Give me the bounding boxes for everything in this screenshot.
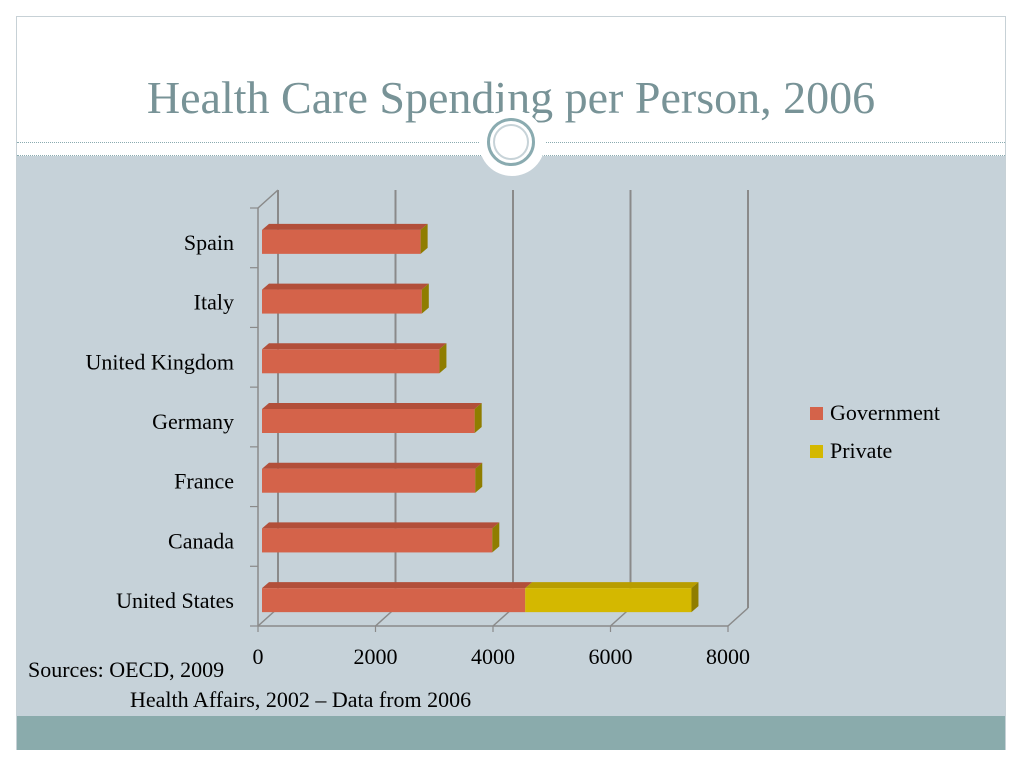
bar-end-cap-italy	[421, 283, 429, 314]
bar-end-cap-canada	[492, 522, 500, 553]
bar-top-government-united-states	[262, 582, 533, 589]
bar-end-cap-germany	[474, 403, 482, 433]
bar-top-government-canada	[262, 522, 500, 529]
bar-end-cap-spain	[420, 223, 428, 254]
bar-government-germany	[262, 409, 475, 433]
sources-line-1: Sources: OECD, 2009	[28, 657, 225, 682]
bar-end-cap-united-states	[691, 582, 699, 613]
bar-end-cap-france	[475, 462, 483, 493]
floor-gridline-8000	[727, 607, 749, 627]
bar-top-government-united-kingdom	[262, 343, 447, 350]
bar-top-government-france	[262, 462, 483, 469]
bar-top-private-united-states	[525, 582, 699, 589]
x-tick-label-6000: 6000	[589, 644, 633, 669]
category-label-italy: Italy	[194, 290, 234, 315]
legend-swatch-government	[810, 406, 823, 420]
x-tick-label-4000: 4000	[471, 644, 515, 669]
category-label-united-states: United States	[116, 588, 234, 613]
chart-legend: Government Private	[810, 394, 940, 470]
category-label-united-kingdom: United Kingdom	[86, 349, 235, 374]
bar-government-canada	[262, 528, 493, 553]
bar-private-united-states	[525, 588, 692, 613]
bar-government-spain	[262, 229, 421, 254]
legend-label-government: Government	[830, 400, 940, 425]
legend-label-private: Private	[830, 438, 893, 463]
x-tick-label-0: 0	[253, 644, 264, 669]
sources-note: Sources: OECD, 2009 Health Affairs, 2002…	[28, 655, 471, 715]
bar-top-government-germany	[262, 403, 482, 409]
category-label-france: France	[174, 469, 234, 494]
bar-top-government-spain	[262, 223, 428, 230]
footer-band	[17, 716, 1005, 750]
category-label-germany: Germany	[152, 409, 234, 434]
legend-item-private: Private	[810, 432, 940, 470]
x-tick-label-8000: 8000	[706, 644, 750, 669]
x-tick-label-2000: 2000	[354, 644, 398, 669]
bar-government-italy	[262, 289, 422, 314]
legend-swatch-private	[810, 444, 823, 458]
category-label-canada: Canada	[168, 528, 234, 553]
bar-end-cap-united-kingdom	[439, 343, 447, 374]
bar-government-france	[262, 468, 476, 493]
bar-government-united-states	[262, 588, 526, 613]
y-axis-top-edge	[257, 189, 279, 209]
content-area	[17, 156, 1005, 716]
bar-top-government-italy	[262, 283, 429, 290]
ornament-ring	[487, 118, 535, 166]
bar-government-united-kingdom	[262, 349, 440, 374]
legend-item-government: Government	[810, 394, 940, 432]
ornament-core	[493, 124, 529, 160]
category-label-spain: Spain	[184, 230, 234, 255]
sources-line-2: Health Affairs, 2002 – Data from 2006	[130, 687, 472, 712]
